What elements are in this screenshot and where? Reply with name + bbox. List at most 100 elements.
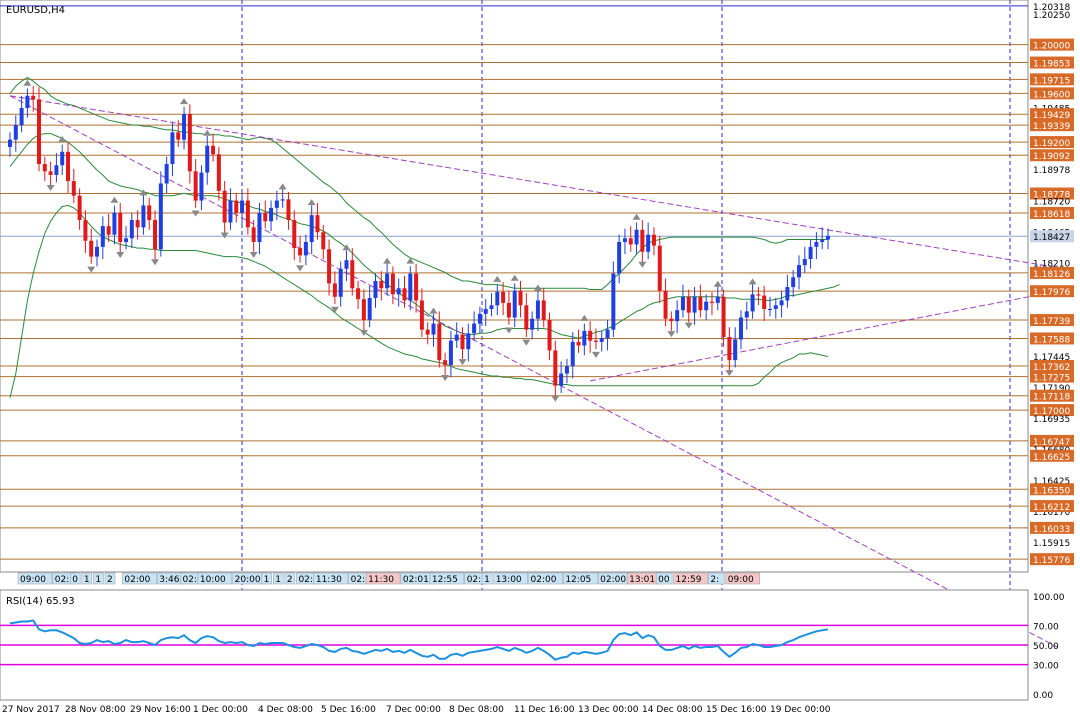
candle-body [321,232,326,250]
candle-body [698,296,703,311]
candle-body [60,151,65,166]
fractal-down-marker [151,259,160,266]
y-tick-label: 1.19092 [1033,152,1070,162]
candle-body [628,238,633,245]
level-price-tag [1030,108,1074,121]
candle-body [106,226,111,235]
y-tick-label: 1.19429 [1033,111,1070,121]
candle-body [303,241,308,256]
session-box [481,572,493,585]
session-box [429,572,465,585]
candle-body [535,300,540,319]
y-tick-label: 1.15776 [1033,556,1070,566]
candle-body [245,200,250,228]
candle-body [263,212,268,222]
fractal-down-marker [725,370,734,377]
x-tick-label: 1 Dec 00:00 [193,705,248,715]
upper-band-line [9,76,828,290]
session-label: 09:00 [20,575,46,585]
y-tick-label: 1.18618 [1033,210,1070,220]
candle-body [680,296,685,311]
candle-body [292,220,297,249]
price-pane [0,0,1029,573]
candle-body [361,299,366,320]
fractal-up-marker [203,129,212,136]
session-label: 02: [467,575,481,585]
candle-body [89,240,94,257]
session-box [284,572,296,585]
y-tick-label: 1.20318 [1033,3,1070,13]
candle-body [390,273,395,295]
candle-body [570,341,575,367]
session-box [273,572,284,585]
session-box [104,572,116,585]
candle-body [269,207,274,222]
candle-body [744,311,749,318]
x-tick-label: 7 Dec 00:00 [386,705,441,715]
y-tick-label: 1.17739 [1033,317,1070,327]
y-tick-label: 1.19715 [1033,76,1070,86]
session-label: 20:00 [235,575,261,585]
candle-body [309,215,314,242]
session-label: 11:30 [316,575,342,585]
y-tick-label: 1.16033 [1033,525,1070,535]
candle-body [559,373,564,386]
candle-body [466,333,471,350]
candle-body [48,171,53,175]
y-tick-label: 1.16625 [1033,453,1070,463]
session-label: 13:00 [496,575,522,585]
session-label: 02: [298,575,312,585]
candle-body [524,305,529,330]
candle-body [153,220,158,250]
fractal-down-marker [359,329,368,336]
level-price-tag [1030,73,1074,86]
session-label: 11:30 [368,575,394,585]
fractal-down-marker [551,395,560,402]
y-tick-label: 1.17118 [1033,393,1070,403]
candle-body [663,290,668,319]
candle-body [332,283,337,297]
fractal-down-marker [667,331,676,338]
fractal-down-marker [504,327,513,334]
candle-body [437,323,442,361]
candle-body [141,205,146,228]
candle-body [518,290,523,306]
candle-body [483,308,488,314]
candle-body [66,151,71,182]
level-price-tag [1030,136,1074,149]
fractal-down-marker [296,265,305,272]
candle-body [280,199,285,201]
lower-band-line [9,204,829,399]
candle-body [419,300,424,330]
candle-body [228,200,233,223]
fractal-down-marker [458,359,467,366]
candle-body [315,215,320,233]
candle-body [617,241,622,274]
x-tick-label: 15 Dec 16:00 [706,705,767,715]
fractal-up-marker [406,257,415,264]
candle-body [350,260,355,289]
candle-body [344,260,349,269]
fractal-down-marker [220,232,229,239]
fractal-up-marker [632,213,641,220]
candle-body [448,340,453,366]
candle-body [274,200,279,208]
candle-body [576,341,581,346]
candle-body [460,334,465,350]
session-box [708,572,725,585]
candle-body [651,234,656,246]
y-tick-label: 1.18126 [1033,270,1070,280]
fractal-down-marker [638,261,647,268]
candle-body [77,195,82,221]
candle-body [495,291,500,306]
y-tick-label: 1.17445 [1033,353,1070,363]
candle-body [298,248,303,256]
session-label: 02:00 [600,575,626,585]
candle-body [721,296,726,337]
candle-body [71,181,76,196]
y-tick-label: 1.18427 [1033,233,1070,243]
candle-body [605,329,610,339]
x-tick-label: 28 Nov 08:00 [65,705,126,715]
